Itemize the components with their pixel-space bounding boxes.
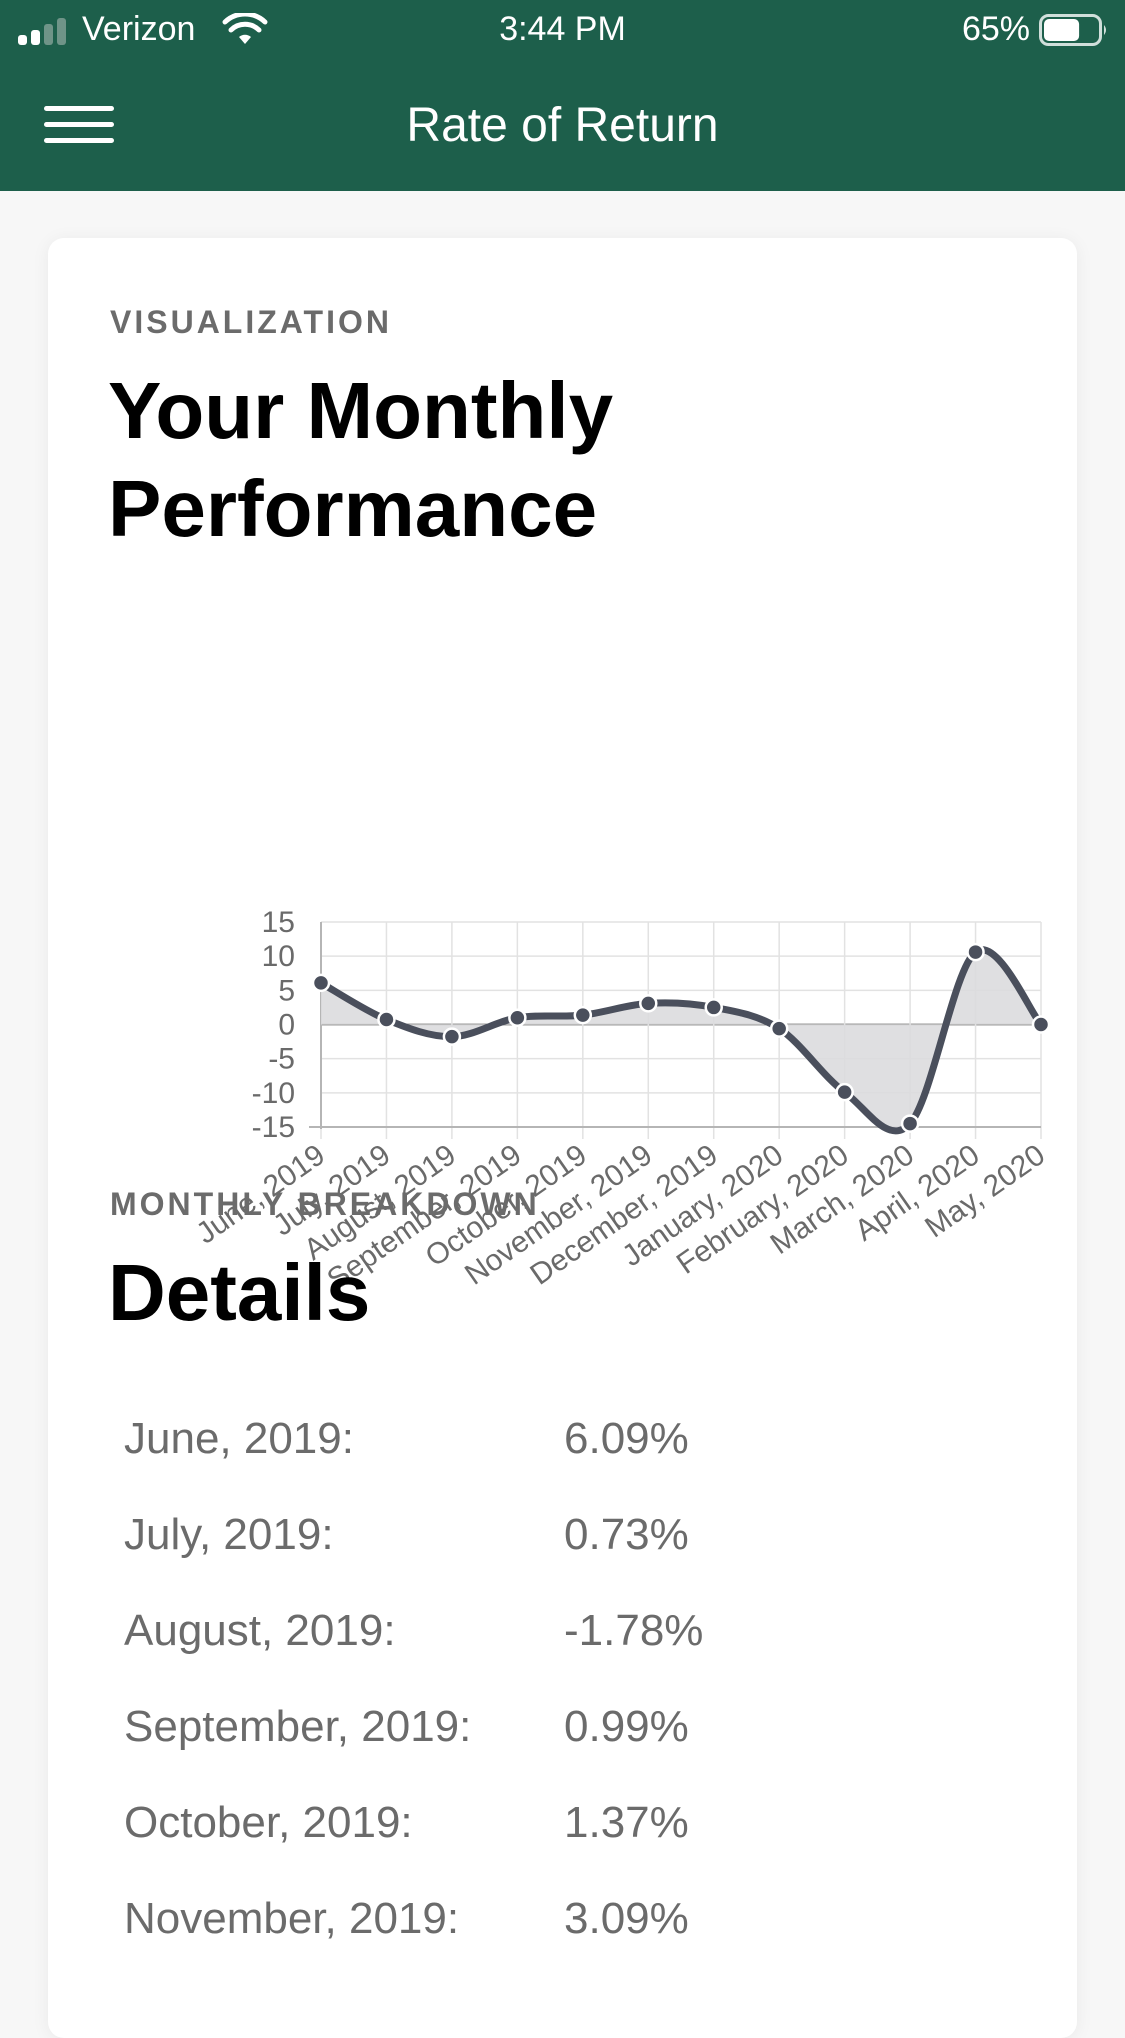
- visualization-title-line1: Your Monthly: [108, 366, 614, 455]
- carrier-name: Verizon: [82, 10, 196, 48]
- data-point: [573, 1005, 593, 1025]
- detail-value: -1.78%: [564, 1606, 704, 1655]
- battery-icon: [1039, 14, 1106, 46]
- hamburger-icon-bar: [44, 122, 114, 127]
- detail-row: June, 2019: 6.09%: [124, 1414, 944, 1510]
- data-point: [377, 1010, 396, 1029]
- data-point: [966, 942, 985, 962]
- y-tick-label: 15: [262, 906, 295, 939]
- app-header: Verizon 3:44 PM 65% Rate of Return: [0, 0, 1125, 191]
- detail-month: August, 2019:: [124, 1606, 396, 1655]
- detail-row: September, 2019: 0.99%: [124, 1702, 944, 1798]
- breakdown-eyebrow: MONTHLY BREAKDOWN: [110, 1186, 540, 1222]
- series-area-fill: [321, 949, 1041, 1131]
- data-point: [769, 1019, 789, 1038]
- wifi-icon: [222, 13, 268, 44]
- data-point: [704, 998, 723, 1017]
- detail-row: November, 2019: 3.09%: [124, 1894, 944, 1990]
- data-point: [1031, 1015, 1051, 1034]
- detail-month: July, 2019:: [124, 1510, 334, 1559]
- y-tick-label: 10: [262, 940, 295, 973]
- detail-month: November, 2019:: [124, 1894, 460, 1943]
- monthly-performance-chart: 15 10 5 0 -5 -10 -15 June, 2019 July, 2019 August…: [168, 666, 1068, 1366]
- y-tick-label: -15: [252, 1111, 295, 1144]
- details-list: June, 2019: 6.09% July, 2019: 0.73% August, …: [124, 1414, 944, 1990]
- y-tick-label: -5: [268, 1043, 295, 1076]
- detail-value: 0.73%: [564, 1510, 689, 1559]
- battery-level-fill: [1044, 19, 1080, 41]
- detail-value: 0.99%: [564, 1702, 689, 1751]
- status-bar: Verizon 3:44 PM 65%: [0, 0, 1125, 60]
- hamburger-icon-bar: [44, 106, 114, 111]
- detail-month: September, 2019:: [124, 1702, 472, 1751]
- detail-row: July, 2019: 0.73%: [124, 1510, 944, 1606]
- y-tick-label: 5: [278, 974, 295, 1007]
- detail-value: 1.37%: [564, 1798, 689, 1847]
- data-point: [311, 973, 331, 993]
- battery-percentage: 65%: [961, 10, 1030, 48]
- detail-month: June, 2019:: [124, 1414, 354, 1463]
- visualization-eyebrow: VISUALIZATION: [110, 304, 392, 340]
- data-point: [900, 1114, 920, 1133]
- y-tick-label: 0: [278, 1009, 295, 1042]
- cellular-signal-icon: [18, 18, 70, 45]
- data-point: [508, 1008, 527, 1027]
- visualization-title-line2: Performance: [108, 464, 598, 553]
- navigation-bar: Rate of Return: [0, 60, 1125, 191]
- detail-row: August, 2019: -1.78%: [124, 1606, 944, 1702]
- detail-value: 6.09%: [564, 1414, 689, 1463]
- detail-row: October, 2019: 1.37%: [124, 1798, 944, 1894]
- page-title: Rate of Return: [406, 99, 719, 152]
- performance-card: VISUALIZATION Your Monthly Performance 1…: [48, 238, 1077, 2038]
- detail-month: October, 2019:: [124, 1798, 413, 1847]
- y-tick-label: -10: [252, 1077, 295, 1110]
- data-point: [442, 1027, 462, 1046]
- detail-value: 3.09%: [564, 1894, 689, 1943]
- hamburger-icon-bar: [44, 138, 114, 143]
- data-point: [835, 1082, 854, 1102]
- status-time: 3:44 PM: [499, 10, 626, 48]
- details-title: Details: [108, 1248, 371, 1337]
- menu-button[interactable]: [44, 100, 116, 150]
- data-point: [639, 994, 658, 1013]
